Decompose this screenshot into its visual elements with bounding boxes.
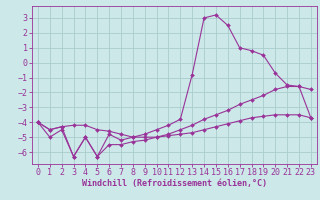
- X-axis label: Windchill (Refroidissement éolien,°C): Windchill (Refroidissement éolien,°C): [82, 179, 267, 188]
